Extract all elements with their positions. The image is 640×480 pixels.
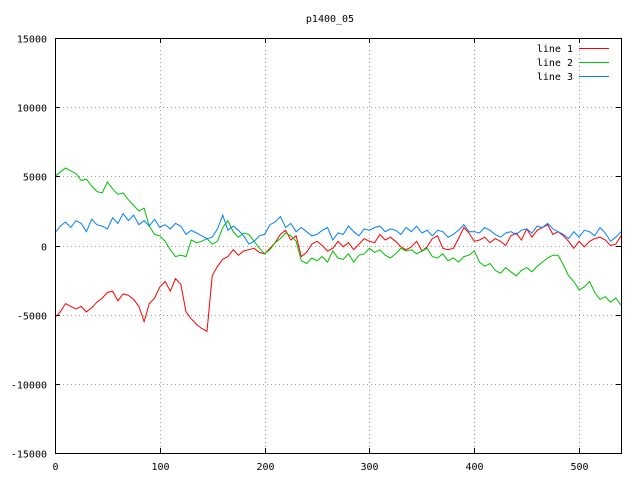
grid <box>55 38 621 453</box>
x-tick-label: 100 <box>151 462 169 473</box>
y-tick-label: 0 <box>41 243 47 254</box>
x-tick-label: 400 <box>465 462 483 473</box>
series-line-3 <box>54 212 622 245</box>
y-tick-label: -10000 <box>11 381 47 392</box>
y-tick-label: 5000 <box>23 173 47 184</box>
x-tick-label: 500 <box>570 462 588 473</box>
y-tick-label: 15000 <box>17 35 47 46</box>
y-tick-label: 10000 <box>17 104 47 115</box>
x-tick-label: 200 <box>256 462 274 473</box>
x-tick-label: 0 <box>52 462 58 473</box>
plot-frame <box>55 38 622 454</box>
y-tick-label: -5000 <box>17 312 47 323</box>
legend: line 1 line 2 line 3 <box>537 44 609 83</box>
series-line-2 <box>54 167 622 306</box>
x-tick-label: 300 <box>360 462 378 473</box>
legend-label: line 2 <box>537 58 573 69</box>
y-axis-ticks: -15000 -10000 -5000 0 5000 10000 15000 <box>11 35 621 461</box>
legend-label: line 3 <box>537 72 573 83</box>
x-axis-ticks: 0 100 200 300 400 500 <box>52 38 589 473</box>
legend-label: line 1 <box>537 44 573 55</box>
y-tick-label: -15000 <box>11 450 47 461</box>
series-group <box>54 167 622 333</box>
chart-title: p1400_05 <box>306 14 354 25</box>
